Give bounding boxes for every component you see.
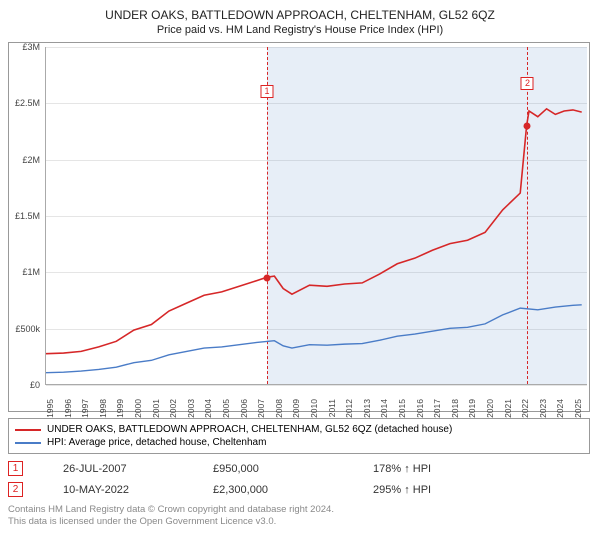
x-tick-label: 1997: [80, 399, 90, 418]
y-tick-label: £3M: [22, 42, 40, 52]
y-axis-labels: £0 £500k £1M £1.5M £2M £2.5M £3M: [9, 43, 43, 411]
sale-hpi: 295% ↑ HPI: [373, 484, 493, 496]
x-tick-label: 2020: [485, 399, 495, 418]
x-tick-label: 2021: [503, 399, 513, 418]
sale-hpi: 178% ↑ HPI: [373, 463, 493, 475]
marker-dot-1: [264, 274, 271, 281]
x-tick-label: 2015: [397, 399, 407, 418]
y-tick-label: £2.5M: [15, 98, 40, 108]
credits-line-1: Contains HM Land Registry data © Crown c…: [8, 504, 592, 516]
marker-box-1: 1: [261, 85, 274, 98]
x-tick-label: 2018: [450, 399, 460, 418]
x-tick-label: 1999: [115, 399, 125, 418]
chart-lines: [46, 47, 587, 384]
x-tick-label: 2024: [555, 399, 565, 418]
x-tick-label: 2002: [168, 399, 178, 418]
legend-item: UNDER OAKS, BATTLEDOWN APPROACH, CHELTEN…: [15, 423, 583, 436]
chart-title: UNDER OAKS, BATTLEDOWN APPROACH, CHELTEN…: [8, 8, 592, 22]
legend-item: HPI: Average price, detached house, Chel…: [15, 436, 583, 449]
sales-table: 1 26-JUL-2007 £950,000 178% ↑ HPI 2 10-MAY-20…: [8, 458, 590, 500]
x-axis-labels: 1995199619971998199920002001200220032004…: [45, 385, 585, 411]
plot-area: 12: [45, 47, 587, 385]
x-tick-label: 1995: [45, 399, 55, 418]
chart-container: £0£500k£1M£1.5M£2M£2.5M£3M 12 1995199619…: [8, 42, 590, 412]
sale-row: 2 10-MAY-2022 £2,300,000 295% ↑ HPI: [8, 479, 590, 500]
sale-date: 10-MAY-2022: [63, 484, 173, 496]
legend-label: UNDER OAKS, BATTLEDOWN APPROACH, CHELTEN…: [47, 424, 452, 435]
x-tick-label: 2009: [291, 399, 301, 418]
x-tick-label: 2005: [221, 399, 231, 418]
sale-marker-ref: 1: [8, 461, 23, 476]
y-tick-label: £1M: [22, 267, 40, 277]
marker-dot-2: [524, 122, 531, 129]
legend: UNDER OAKS, BATTLEDOWN APPROACH, CHELTEN…: [8, 418, 590, 454]
series-hpi: [46, 305, 582, 373]
x-tick-label: 2000: [133, 399, 143, 418]
x-tick-label: 2007: [256, 399, 266, 418]
x-tick-label: 2004: [203, 399, 213, 418]
x-tick-label: 2001: [151, 399, 161, 418]
x-tick-label: 1998: [98, 399, 108, 418]
x-tick-label: 2003: [186, 399, 196, 418]
x-tick-label: 2023: [538, 399, 548, 418]
x-tick-label: 2006: [239, 399, 249, 418]
marker-box-2: 2: [521, 77, 534, 90]
sale-price: £950,000: [213, 463, 333, 475]
legend-swatch: [15, 429, 41, 431]
sale-date: 26-JUL-2007: [63, 463, 173, 475]
x-tick-label: 1996: [63, 399, 73, 418]
legend-swatch: [15, 442, 41, 444]
x-tick-label: 2012: [344, 399, 354, 418]
series-property: [46, 109, 582, 354]
y-tick-label: £2M: [22, 155, 40, 165]
credits: Contains HM Land Registry data © Crown c…: [8, 504, 592, 529]
y-tick-label: £1.5M: [15, 211, 40, 221]
x-tick-label: 2014: [379, 399, 389, 418]
sale-marker-ref: 2: [8, 482, 23, 497]
sale-row: 1 26-JUL-2007 £950,000 178% ↑ HPI: [8, 458, 590, 479]
sale-price: £2,300,000: [213, 484, 333, 496]
x-tick-label: 2019: [467, 399, 477, 418]
x-tick-label: 2016: [415, 399, 425, 418]
x-tick-label: 2013: [362, 399, 372, 418]
y-tick-label: £0: [30, 380, 40, 390]
x-tick-label: 2017: [432, 399, 442, 418]
legend-label: HPI: Average price, detached house, Chel…: [47, 437, 266, 448]
credits-line-2: This data is licensed under the Open Gov…: [8, 516, 592, 528]
y-tick-label: £500k: [15, 324, 40, 334]
chart-subtitle: Price paid vs. HM Land Registry's House …: [8, 24, 592, 36]
x-tick-label: 2022: [520, 399, 530, 418]
x-tick-label: 2011: [327, 399, 337, 417]
x-tick-label: 2010: [309, 399, 319, 418]
x-tick-label: 2008: [274, 399, 284, 418]
x-tick-label: 2025: [573, 399, 583, 418]
